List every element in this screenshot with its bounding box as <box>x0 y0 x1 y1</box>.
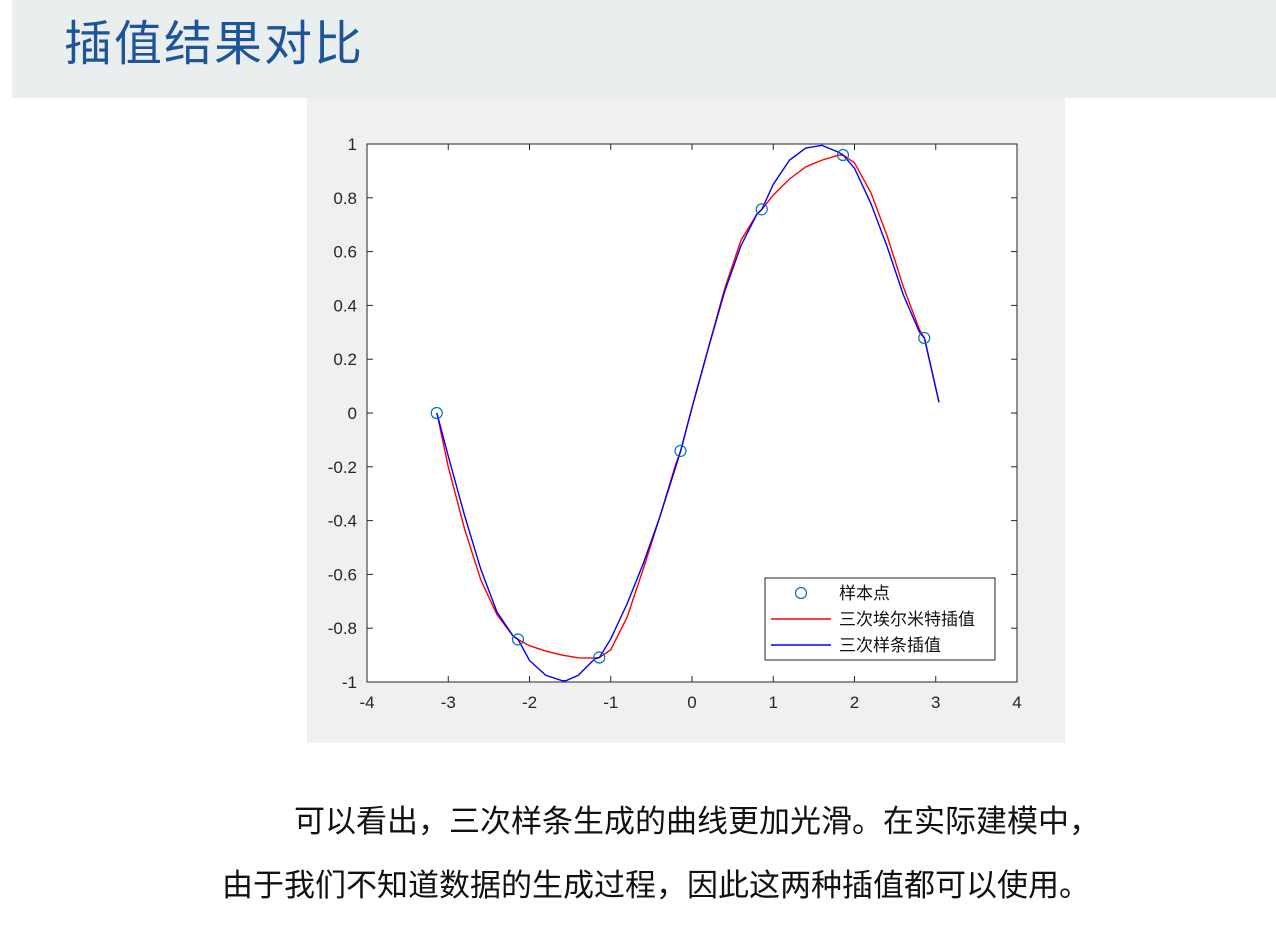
y-tick-label: 0.2 <box>333 350 357 369</box>
legend-label: 三次样条插值 <box>839 636 941 656</box>
caption-line-2: 由于我们不知道数据的生成过程，因此这两种插值都可以使用。 <box>222 868 1090 904</box>
x-tick-label: 4 <box>1012 693 1021 712</box>
y-tick-label: 0.6 <box>333 243 357 262</box>
x-tick-label: -2 <box>522 693 537 712</box>
x-tick-label: -3 <box>441 693 456 712</box>
sample-point <box>918 331 931 345</box>
x-tick-label: -4 <box>359 693 374 712</box>
y-tick-label: 0.4 <box>333 296 357 315</box>
title-band <box>12 0 1276 98</box>
series-line-2 <box>436 144 940 682</box>
y-tick-label: -1 <box>342 673 357 692</box>
slide-title: 插值结果对比 <box>64 16 365 72</box>
x-tick-label: 2 <box>850 693 859 712</box>
sample-point <box>511 633 525 646</box>
legend-label: 样本点 <box>839 584 890 604</box>
x-tick-label: -1 <box>603 693 618 712</box>
x-tick-label: 3 <box>931 693 940 712</box>
sample-point <box>593 651 606 664</box>
sample-point <box>430 406 443 420</box>
sample-point <box>755 203 768 216</box>
legend-swatch-marker <box>794 586 808 600</box>
y-tick-label: -0.4 <box>328 512 357 531</box>
x-tick-label: 1 <box>769 693 778 712</box>
y-tick-label: 0.8 <box>333 189 357 208</box>
interpolation-chart: -4 -3 -2 -1 0 1 2 3 4 -1 -0.8 -0.6 -0.4 -0.2 0 0.2 0.4 0… <box>328 135 1022 712</box>
y-tick-label: -0.2 <box>328 458 357 477</box>
y-tick-label: -0.8 <box>328 619 357 638</box>
y-tick-label: 0 <box>348 404 357 423</box>
caption-line-1: 可以看出，三次样条生成的曲线更加光滑。在实际建模中， <box>294 804 1100 840</box>
y-tick-label: 1 <box>348 135 357 154</box>
sample-point <box>674 444 687 458</box>
chart-figure: -4 -3 -2 -1 0 1 2 3 4 -1 -0.8 -0.6 -0.4 -0.2 0 0.2 0.4 0… <box>307 98 1065 743</box>
sample-point <box>836 148 850 162</box>
legend-label: 三次埃尔米特插值 <box>839 610 975 630</box>
caption: 可以看出，三次样条生成的曲线更加光滑。在实际建模中， 由于我们不知道数据的生成过… <box>0 790 1276 918</box>
y-tick-label: -0.6 <box>328 565 357 584</box>
x-tick-label: 0 <box>687 693 696 712</box>
